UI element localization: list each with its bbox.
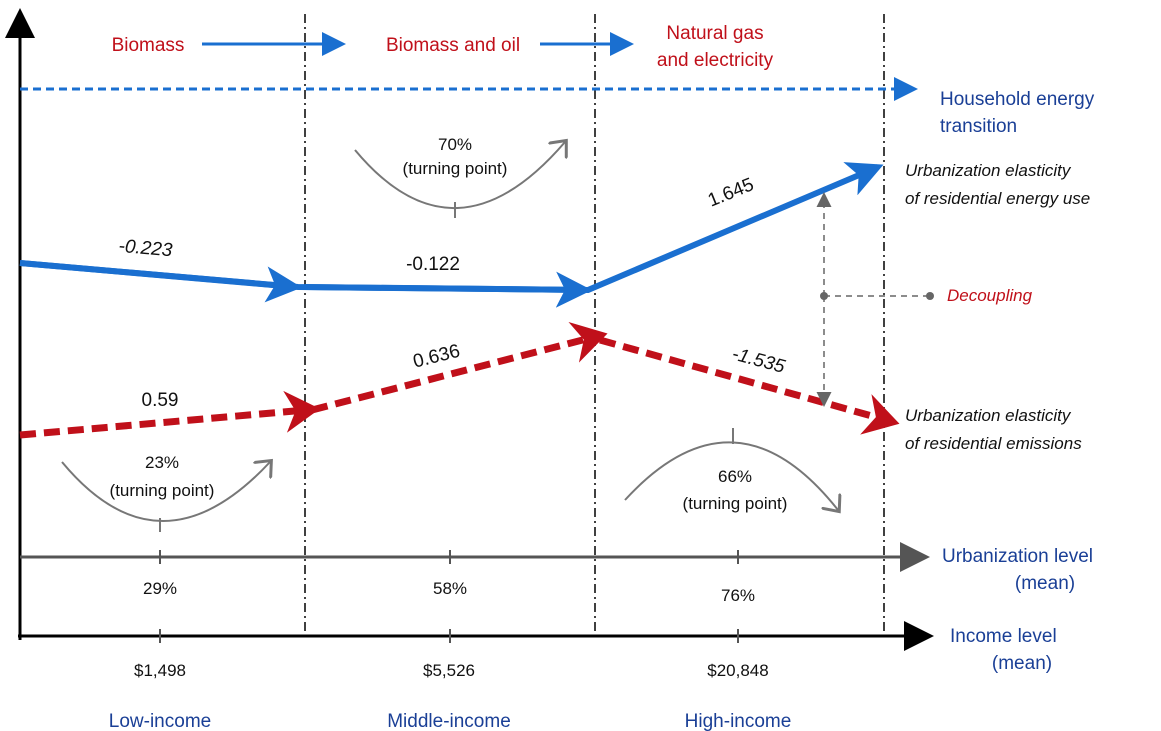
- labels: Biomass Biomass and oil Natural gas and …: [109, 23, 1095, 731]
- tick-label: 58%: [433, 579, 467, 598]
- stage: Biomass and oil: [386, 35, 520, 56]
- tick-label: $5,526: [423, 661, 475, 680]
- turning-point: (turning point): [403, 159, 508, 178]
- tick-label: $20,848: [707, 661, 768, 680]
- energy-use-label: of residential energy use: [905, 189, 1090, 208]
- layout: [4, 8, 934, 651]
- turning-point: 66%: [718, 467, 752, 486]
- turning-point: 70%: [438, 135, 472, 154]
- elasticity: 0.59: [142, 390, 179, 411]
- turning-point: (turning point): [110, 481, 215, 500]
- elasticity: 0.636: [411, 341, 462, 373]
- emissions-label: Urbanization elasticity: [905, 406, 1072, 425]
- stage: Natural gas: [666, 23, 763, 44]
- transition-label: Household energy: [940, 89, 1095, 110]
- group: Low-income: [109, 711, 211, 731]
- energy-use-label: Urbanization elasticity: [905, 161, 1072, 180]
- axis-label: (mean): [992, 653, 1052, 674]
- turning-point: 23%: [145, 453, 179, 472]
- emissions-label: of residential emissions: [905, 434, 1082, 453]
- turning-point: (turning point): [683, 494, 788, 513]
- decoupling: Decoupling: [947, 286, 1033, 305]
- tick-label: $1,498: [134, 661, 186, 680]
- stage: Biomass: [112, 35, 185, 56]
- elasticity: -0.122: [406, 254, 460, 275]
- tick-label: 29%: [143, 579, 177, 598]
- axis-label: Urbanization level: [942, 546, 1093, 567]
- elasticity: -0.223: [118, 236, 174, 262]
- tick-label: 76%: [721, 586, 755, 605]
- elasticity: 1.645: [705, 174, 757, 211]
- stage: and electricity: [657, 50, 774, 71]
- elasticity: -1.535: [730, 344, 788, 378]
- axis-label: Income level: [950, 626, 1057, 647]
- group: Middle-income: [387, 711, 511, 731]
- axis-label: (mean): [1015, 573, 1075, 594]
- group: High-income: [685, 711, 792, 731]
- transition-label: transition: [940, 116, 1017, 137]
